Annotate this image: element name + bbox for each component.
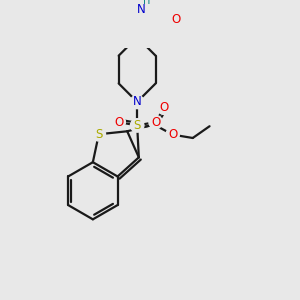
- Circle shape: [166, 128, 179, 141]
- Text: O: O: [171, 13, 180, 26]
- Circle shape: [136, 0, 152, 15]
- Text: S: S: [134, 119, 141, 132]
- Text: O: O: [160, 101, 169, 114]
- Text: O: O: [114, 116, 123, 129]
- Text: O: O: [151, 116, 160, 129]
- Circle shape: [149, 116, 162, 129]
- Circle shape: [112, 116, 125, 129]
- Circle shape: [92, 128, 106, 141]
- Text: N: N: [133, 95, 142, 108]
- Circle shape: [130, 119, 144, 132]
- Text: S: S: [95, 128, 103, 141]
- Text: H: H: [143, 0, 150, 6]
- Circle shape: [130, 95, 144, 109]
- Text: N: N: [137, 3, 146, 16]
- Circle shape: [169, 13, 182, 26]
- Text: O: O: [168, 128, 177, 141]
- Circle shape: [158, 101, 171, 115]
